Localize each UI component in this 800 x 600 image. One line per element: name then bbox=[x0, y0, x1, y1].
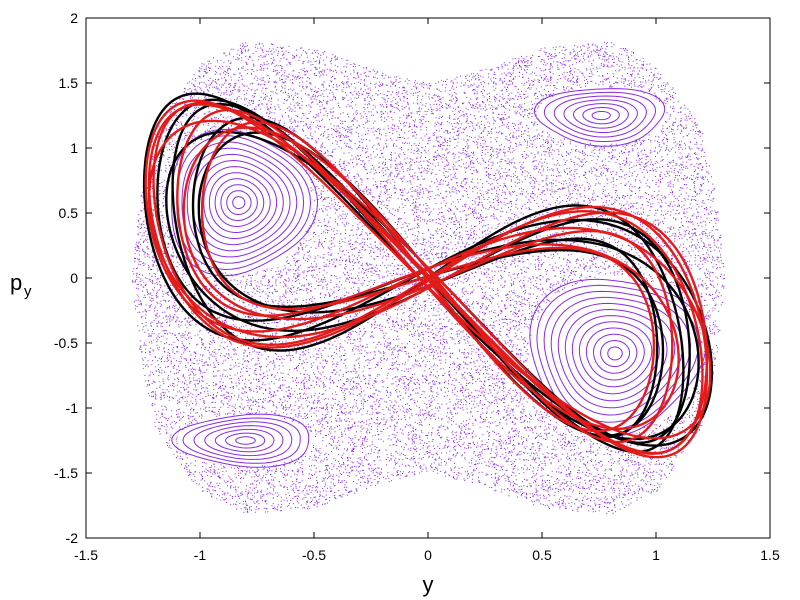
island-ring bbox=[208, 172, 271, 234]
x-tick-label: 1 bbox=[652, 547, 660, 563]
y-tick-label: -1 bbox=[66, 400, 79, 416]
island-ring bbox=[171, 413, 310, 468]
regular-island bbox=[529, 278, 708, 438]
island-ring bbox=[226, 190, 252, 215]
x-axis-ticks: -1.5 -1 -0.5 0 0.5 1 1.5 bbox=[74, 18, 780, 563]
orbit-loop bbox=[147, 103, 709, 459]
island-ring bbox=[182, 417, 301, 464]
x-tick-label: 0 bbox=[424, 547, 432, 563]
y-tick-label: 0 bbox=[70, 270, 78, 286]
island-ring bbox=[214, 428, 275, 453]
island-ring bbox=[572, 103, 629, 129]
island-ring bbox=[225, 432, 266, 449]
island-ring bbox=[585, 327, 645, 381]
regular-island bbox=[533, 88, 666, 147]
island-ring bbox=[543, 91, 657, 142]
island-ring bbox=[582, 107, 620, 125]
orbit-red bbox=[144, 99, 712, 459]
x-tick-label: -0.5 bbox=[302, 547, 326, 563]
y-tick-label: -2 bbox=[66, 530, 79, 546]
x-axis-title: y bbox=[423, 572, 434, 597]
island-ring bbox=[186, 147, 298, 258]
y-tick-label: 2 bbox=[70, 10, 78, 26]
orbit-loop bbox=[182, 126, 674, 444]
island-ring bbox=[553, 95, 647, 138]
island-ring bbox=[214, 178, 265, 228]
x-tick-label: 0.5 bbox=[532, 547, 552, 563]
y-tick-label: 0.5 bbox=[59, 205, 79, 221]
y-tick-label: -1.5 bbox=[54, 465, 78, 481]
x-tick-label: -1 bbox=[194, 547, 207, 563]
y-tick-label: 1.5 bbox=[59, 75, 79, 91]
island-ring bbox=[593, 333, 638, 374]
island-ring bbox=[193, 421, 293, 460]
x-tick-label: -1.5 bbox=[74, 547, 98, 563]
island-ring bbox=[232, 196, 246, 210]
island-ring bbox=[181, 141, 305, 264]
island-ring bbox=[563, 99, 638, 133]
y-tick-label: -0.5 bbox=[54, 335, 78, 351]
chaotic-scatter-layer bbox=[132, 41, 725, 515]
y-axis-title: p bbox=[10, 270, 22, 295]
chaotic-sea-points bbox=[132, 41, 725, 515]
y-axis-title-subscript: y bbox=[24, 283, 32, 300]
island-ring bbox=[564, 308, 668, 402]
island-ring bbox=[533, 88, 666, 147]
island-ring bbox=[591, 111, 611, 121]
island-ring bbox=[171, 128, 319, 277]
island-ring bbox=[204, 425, 284, 457]
island-ring bbox=[571, 315, 660, 395]
x-tick-label: 1.5 bbox=[760, 547, 780, 563]
island-ring bbox=[578, 321, 653, 388]
island-ring bbox=[607, 346, 623, 361]
island-ring bbox=[235, 436, 256, 445]
y-tick-label: 1 bbox=[70, 140, 78, 156]
island-ring bbox=[220, 184, 258, 221]
regular-island bbox=[171, 413, 310, 468]
island-ring bbox=[203, 166, 278, 240]
island-ring bbox=[600, 339, 630, 367]
y-axis-ticks: -2 -1.5 -1 -0.5 0 0.5 1 1.5 2 bbox=[54, 10, 770, 546]
island-ring bbox=[536, 284, 699, 431]
orbit-layer bbox=[142, 92, 714, 459]
orbit-loop bbox=[147, 119, 709, 455]
